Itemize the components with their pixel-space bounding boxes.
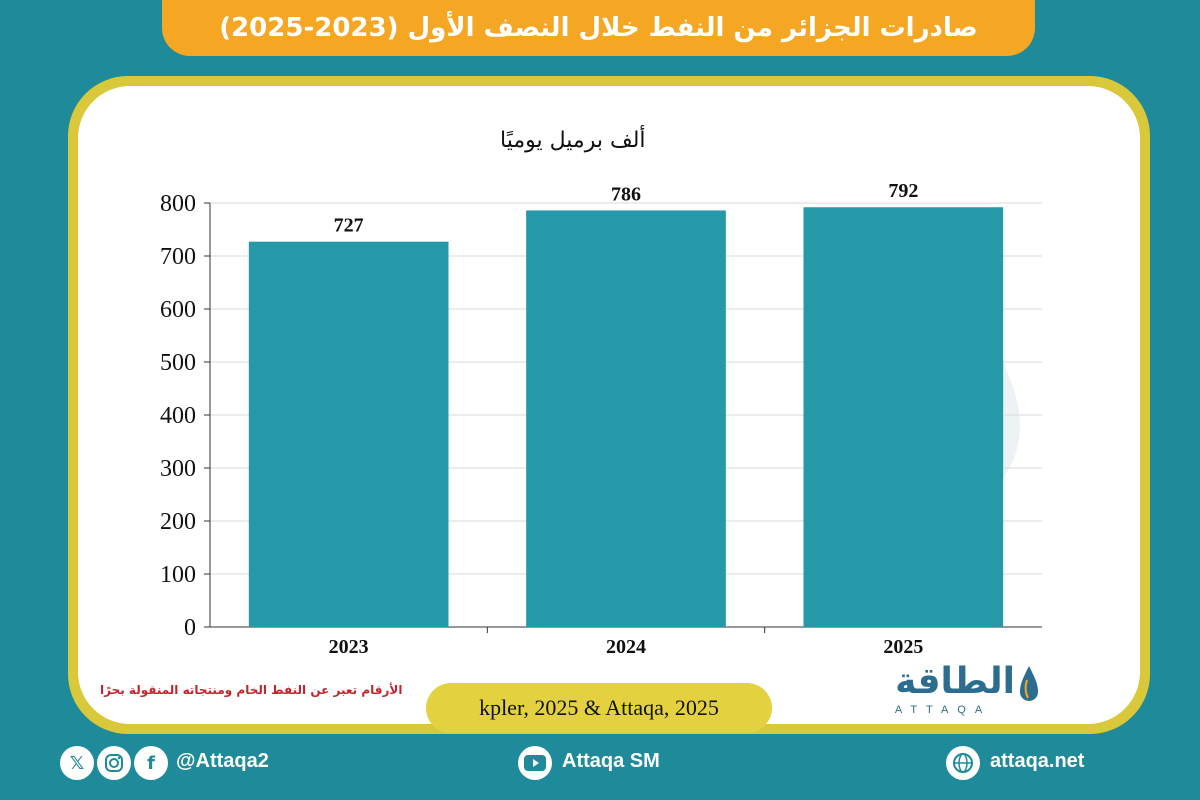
oil-drop-icon	[1020, 666, 1038, 701]
page-title: صادرات الجزائر من النفط خلال النصف الأول…	[219, 13, 978, 43]
attaqa-logo: الطاقة ATTAQA	[865, 660, 1045, 722]
chart-card	[78, 86, 1140, 724]
source-text: kpler, 2025 & Attaqa, 2025	[479, 695, 719, 720]
watermark-logo-icon	[840, 231, 1020, 516]
data-note: الأرقام تعبر عن النفط الخام ومنتجاته الم…	[100, 683, 403, 697]
title-bar: صادرات الجزائر من النفط خلال النصف الأول…	[162, 0, 1035, 56]
logo-arabic: الطاقة	[895, 661, 1015, 702]
logo-latin: ATTAQA	[894, 704, 992, 716]
youtube-icon[interactable]	[518, 746, 552, 780]
facebook-icon[interactable]: f	[134, 746, 168, 780]
youtube-channel[interactable]: Attaqa SM	[562, 750, 660, 772]
x-icon[interactable]: 𝕏	[60, 746, 94, 780]
y-unit-label: ألف برميل يوميًا	[500, 128, 646, 153]
instagram-icon[interactable]	[97, 746, 131, 780]
globe-icon[interactable]	[946, 746, 980, 780]
source-pill: kpler, 2025 & Attaqa, 2025	[426, 683, 772, 733]
social-handle[interactable]: @Attaqa2	[176, 750, 269, 772]
website-link[interactable]: attaqa.net	[990, 750, 1085, 772]
